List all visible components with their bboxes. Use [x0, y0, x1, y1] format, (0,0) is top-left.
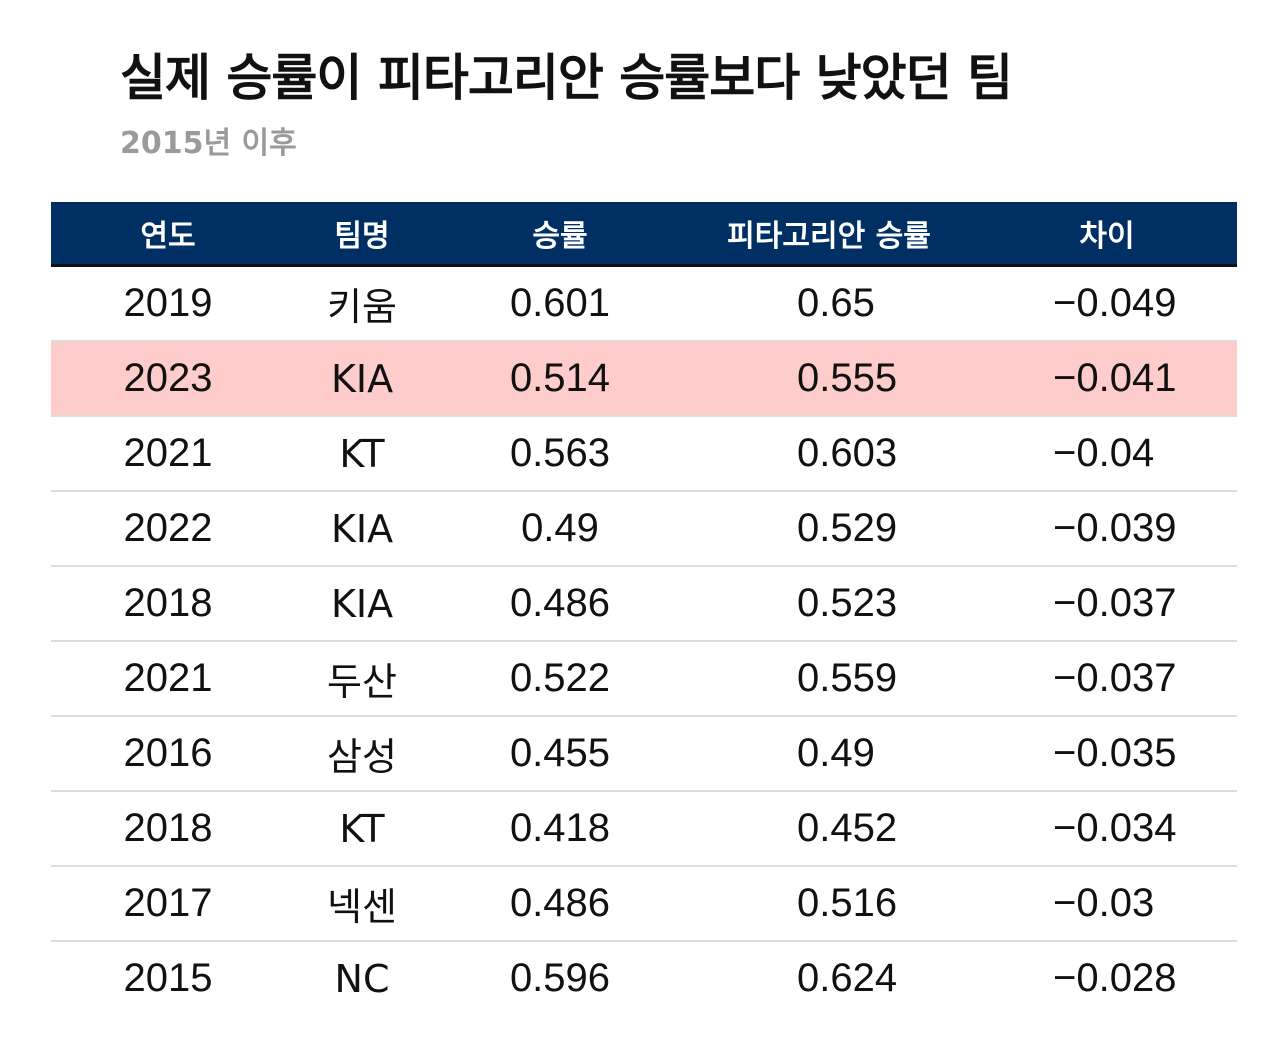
cell-year: 2023 [123, 356, 213, 400]
cell-pythagorean-pct: 0.555 [797, 356, 898, 400]
header-win-pct: 승률 [532, 219, 588, 254]
cell-year: 2018 [123, 581, 213, 625]
data-table: 연도 팀명 승률 피타고리안 승률 차이 2019 키움 0.601 0.65 −0.0… [51, 202, 1237, 1015]
cell-win-pct: 0.522 [509, 656, 611, 700]
cell-team: 키움 [327, 285, 397, 329]
cell-year: 2021 [123, 431, 213, 475]
cell-win-pct: 0.514 [509, 356, 611, 400]
cell-difference: −0.034 [1053, 806, 1177, 850]
cell-win-pct: 0.49 [521, 506, 599, 550]
cell-difference: −0.028 [1053, 956, 1177, 1000]
cell-difference: −0.041 [1053, 356, 1177, 400]
table-row: 2018 KT 0.418 0.452 −0.034 [51, 792, 1237, 867]
cell-difference: −0.03 [1053, 881, 1155, 925]
table-row: 2017 넥센 0.486 0.516 −0.03 [51, 867, 1237, 942]
cell-pythagorean-pct: 0.49 [797, 731, 875, 775]
table-row: 2018 KIA 0.486 0.523 −0.037 [51, 567, 1237, 642]
cell-pythagorean-pct: 0.516 [797, 881, 898, 925]
cell-win-pct: 0.486 [509, 881, 611, 925]
header-year: 연도 [140, 219, 196, 254]
cell-year: 2016 [123, 731, 213, 775]
cell-win-pct: 0.418 [509, 806, 611, 850]
cell-difference: −0.04 [1053, 431, 1155, 475]
table-row: 2021 두산 0.522 0.559 −0.037 [51, 642, 1237, 717]
cell-pythagorean-pct: 0.603 [797, 431, 898, 475]
cell-pythagorean-pct: 0.523 [797, 581, 898, 625]
table-header: 연도 팀명 승률 피타고리안 승률 차이 [51, 202, 1237, 267]
cell-team: 두산 [327, 660, 397, 704]
cell-team: KIA [330, 356, 394, 401]
cell-year: 2022 [123, 506, 213, 550]
table-row: 2022 KIA 0.49 0.529 −0.039 [51, 492, 1237, 567]
cell-difference: −0.037 [1053, 581, 1177, 625]
cell-team: KT [339, 806, 385, 851]
cell-difference: −0.049 [1053, 281, 1177, 325]
cell-team: KIA [330, 581, 394, 626]
cell-difference: −0.035 [1053, 731, 1177, 775]
cell-pythagorean-pct: 0.529 [797, 506, 898, 550]
header-pythagorean-pct: 피타고리안 승률 [727, 219, 931, 254]
cell-year: 2015 [123, 956, 213, 1000]
cell-team: 삼성 [327, 735, 397, 779]
table-row: 2021 KT 0.563 0.603 −0.04 [51, 417, 1237, 492]
cell-pythagorean-pct: 0.559 [797, 656, 898, 700]
header-difference: 차이 [1079, 219, 1135, 254]
cell-win-pct: 0.601 [509, 281, 611, 325]
cell-pythagorean-pct: 0.624 [797, 956, 898, 1000]
cell-year: 2021 [123, 656, 213, 700]
cell-win-pct: 0.596 [509, 956, 611, 1000]
cell-year: 2019 [123, 281, 213, 325]
cell-win-pct: 0.563 [509, 431, 611, 475]
cell-team: KT [339, 431, 385, 476]
cell-team: 넥센 [327, 885, 397, 929]
cell-win-pct: 0.486 [509, 581, 611, 625]
chart-title: 실제 승률이 피타고리안 승률보다 낮았던 팀 [120, 49, 1013, 107]
table-row: 2019 키움 0.601 0.65 −0.049 [51, 267, 1237, 342]
table-body: 2019 키움 0.601 0.65 −0.049 2023 KIA 0.514 0.555 −0… [51, 267, 1237, 1015]
cell-difference: −0.037 [1053, 656, 1177, 700]
chart-subtitle: 2015년 이후 [120, 126, 297, 161]
table-row-highlighted: 2023 KIA 0.514 0.555 −0.041 [51, 342, 1237, 417]
cell-team: NC [334, 956, 390, 1001]
cell-difference: −0.039 [1053, 506, 1177, 550]
cell-pythagorean-pct: 0.452 [797, 806, 898, 850]
header-team: 팀명 [334, 219, 390, 254]
cell-year: 2018 [123, 806, 213, 850]
table-row: 2015 NC 0.596 0.624 −0.028 [51, 942, 1237, 1015]
table-row: 2016 삼성 0.455 0.49 −0.035 [51, 717, 1237, 792]
cell-team: KIA [330, 506, 394, 551]
cell-pythagorean-pct: 0.65 [797, 281, 875, 325]
cell-win-pct: 0.455 [509, 731, 611, 775]
cell-year: 2017 [123, 881, 213, 925]
